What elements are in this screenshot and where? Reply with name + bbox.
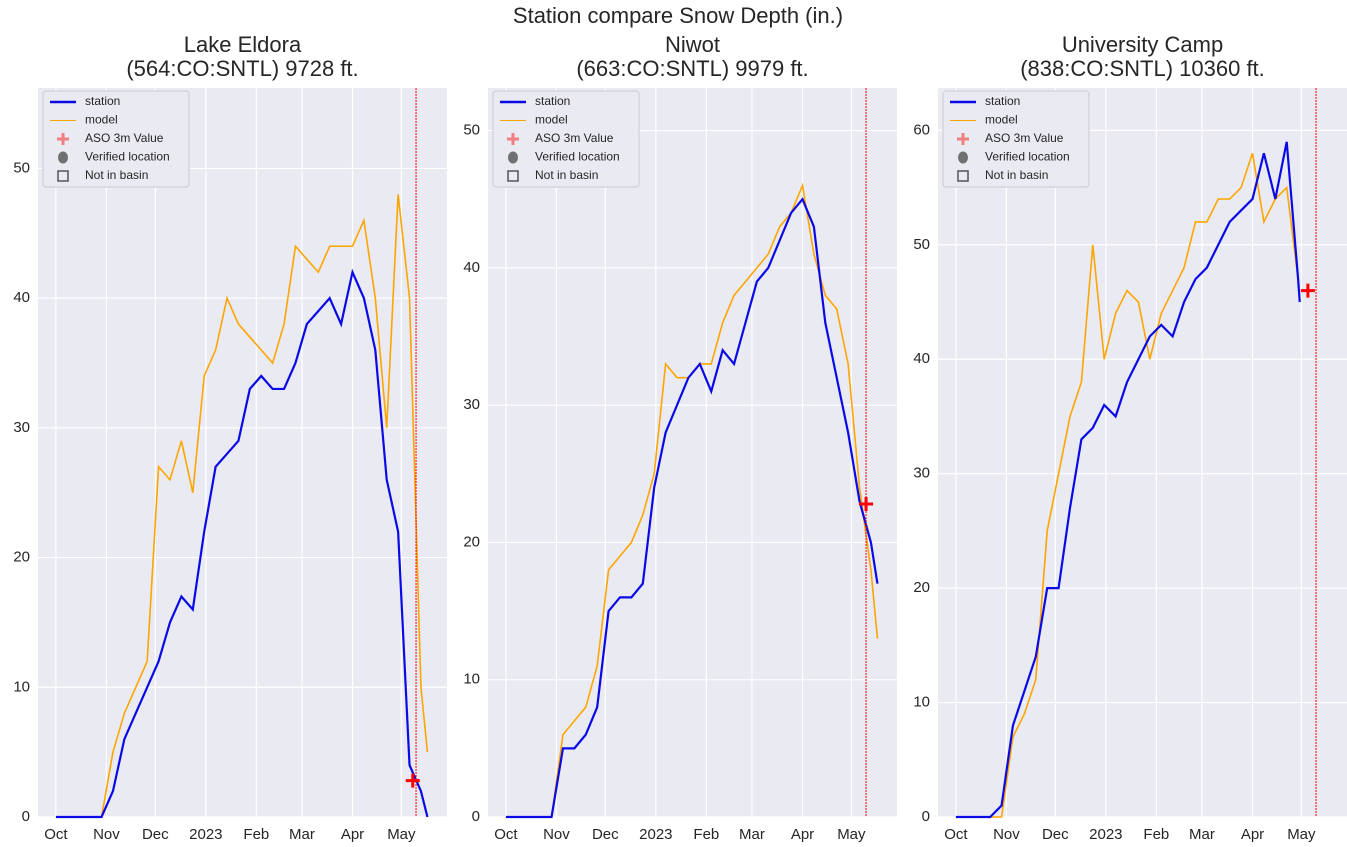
series-line bbox=[55, 194, 429, 818]
y-tick-label: 20 bbox=[463, 533, 480, 550]
legend-label: Not in basin bbox=[985, 168, 1048, 182]
legend-label: model bbox=[985, 113, 1018, 127]
legend-box bbox=[492, 90, 640, 188]
y-tick-label: 0 bbox=[922, 808, 930, 825]
y-tick-label: 30 bbox=[913, 465, 930, 482]
legend-swatch bbox=[957, 170, 969, 182]
y-tick-label: 50 bbox=[13, 159, 30, 176]
series-line bbox=[505, 197, 879, 819]
legend-label: station bbox=[535, 94, 570, 108]
x-tick-label: Nov bbox=[993, 826, 1020, 843]
legend-box bbox=[42, 90, 190, 188]
x-tick-label: Dec bbox=[1042, 826, 1069, 843]
legend-label: model bbox=[535, 113, 568, 127]
legend-label: ASO 3m Value bbox=[985, 131, 1064, 145]
plot-area bbox=[938, 88, 1347, 817]
panel-subtitle: (564:CO:SNTL) 9728 ft. bbox=[126, 56, 358, 81]
x-tick-label: Mar bbox=[289, 826, 315, 843]
aso-marker bbox=[859, 496, 874, 511]
series-line bbox=[955, 141, 1301, 819]
y-tick-label: 60 bbox=[913, 121, 930, 138]
legend-label: model bbox=[85, 113, 118, 127]
x-tick-label: Oct bbox=[494, 826, 518, 843]
legend-box bbox=[942, 90, 1090, 188]
x-tick-label: Oct bbox=[44, 826, 68, 843]
x-tick-label: Feb bbox=[1143, 826, 1169, 843]
x-tick-label: 2023 bbox=[639, 826, 672, 843]
y-tick-label: 10 bbox=[13, 678, 30, 695]
x-tick-label: Apr bbox=[791, 826, 814, 843]
plot-area bbox=[38, 88, 447, 817]
legend-label: station bbox=[85, 94, 120, 108]
y-tick-label: 50 bbox=[463, 122, 480, 139]
aso-marker bbox=[405, 773, 420, 788]
y-tick-label: 10 bbox=[463, 671, 480, 688]
aso-marker bbox=[1300, 283, 1315, 298]
plot-area bbox=[488, 88, 897, 817]
x-tick-label: May bbox=[387, 826, 416, 843]
legend-swatch bbox=[507, 170, 519, 182]
legend-swatch bbox=[957, 133, 969, 145]
x-tick-label: Oct bbox=[944, 826, 968, 843]
x-tick-label: Mar bbox=[739, 826, 765, 843]
x-tick-label: 2023 bbox=[189, 826, 222, 843]
x-tick-label: Mar bbox=[1189, 826, 1215, 843]
legend-label: Not in basin bbox=[85, 168, 148, 182]
y-tick-label: 30 bbox=[463, 396, 480, 413]
series-line bbox=[55, 268, 429, 819]
legend-label: Verified location bbox=[985, 150, 1070, 164]
legend-label: Verified location bbox=[85, 150, 170, 164]
y-tick-label: 0 bbox=[22, 808, 30, 825]
legend-label: ASO 3m Value bbox=[85, 131, 164, 145]
x-tick-label: May bbox=[1287, 826, 1316, 843]
x-tick-label: Nov bbox=[93, 826, 120, 843]
y-tick-label: 40 bbox=[13, 289, 30, 306]
x-tick-label: Dec bbox=[592, 826, 619, 843]
y-tick-label: 10 bbox=[913, 694, 930, 711]
legend-label: Verified location bbox=[535, 150, 620, 164]
legend-label: station bbox=[985, 94, 1020, 108]
y-tick-label: 20 bbox=[13, 549, 30, 566]
y-tick-label: 30 bbox=[13, 419, 30, 436]
legend-swatch bbox=[58, 151, 68, 164]
x-tick-label: Apr bbox=[1241, 826, 1264, 843]
panel-title: University Camp bbox=[1062, 32, 1223, 57]
legend-label: Not in basin bbox=[535, 168, 598, 182]
legend-swatch bbox=[57, 133, 69, 145]
panel-subtitle: (838:CO:SNTL) 10360 ft. bbox=[1020, 56, 1265, 81]
legend-swatch bbox=[57, 170, 69, 182]
y-tick-label: 0 bbox=[472, 808, 480, 825]
x-tick-label: 2023 bbox=[1089, 826, 1122, 843]
legend-swatch bbox=[507, 133, 519, 145]
figure-title: Station compare Snow Depth (in.) bbox=[513, 3, 843, 28]
panel-title: Lake Eldora bbox=[184, 32, 302, 57]
legend-label: ASO 3m Value bbox=[535, 131, 614, 145]
x-tick-label: May bbox=[837, 826, 866, 843]
legend-swatch bbox=[958, 151, 968, 164]
y-tick-label: 40 bbox=[913, 350, 930, 367]
panel-title: Niwot bbox=[665, 32, 720, 57]
y-tick-label: 50 bbox=[913, 236, 930, 253]
y-tick-label: 20 bbox=[913, 579, 930, 596]
y-tick-label: 40 bbox=[463, 259, 480, 276]
panel-subtitle: (663:CO:SNTL) 9979 ft. bbox=[576, 56, 808, 81]
x-tick-label: Feb bbox=[243, 826, 269, 843]
series-line bbox=[955, 152, 1301, 818]
x-tick-label: Dec bbox=[142, 826, 169, 843]
x-tick-label: Feb bbox=[693, 826, 719, 843]
x-tick-label: Nov bbox=[543, 826, 570, 843]
x-tick-label: Apr bbox=[341, 826, 364, 843]
legend-swatch bbox=[508, 151, 518, 164]
